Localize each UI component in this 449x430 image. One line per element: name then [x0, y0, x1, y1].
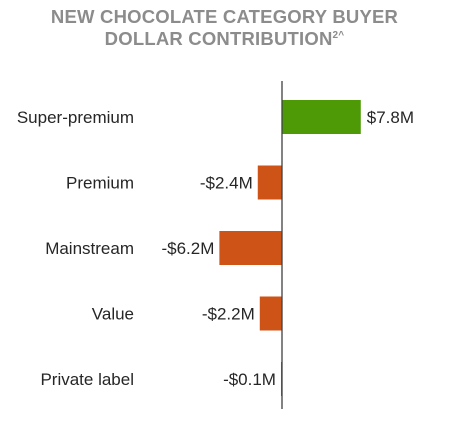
chart-title-superscript: 2^ [332, 30, 345, 41]
category-label-super-premium: Super-premium [17, 108, 134, 127]
bar-value [259, 296, 282, 331]
chart-title: NEW CHOCOLATE CATEGORY BUYER DOLLAR CONT… [0, 6, 449, 50]
data-label-mainstream: -$6.2M [161, 239, 214, 258]
category-label-premium: Premium [66, 174, 134, 193]
data-label-super-premium: $7.8M [367, 108, 414, 127]
category-label-value: Value [92, 305, 134, 324]
bar-super-premium [282, 100, 361, 134]
category-label-private-label: Private label [40, 370, 134, 389]
chart-title-line2: DOLLAR CONTRIBUTION2^ [0, 28, 449, 50]
category-label-mainstream: Mainstream [45, 239, 134, 258]
data-label-private-label: -$0.1M [223, 370, 276, 389]
chart-title-line2-text: DOLLAR CONTRIBUTION [104, 28, 333, 49]
bar-premium [257, 165, 282, 200]
data-label-premium: -$2.4M [200, 174, 253, 193]
bar-mainstream [219, 231, 282, 265]
chart-title-line1: NEW CHOCOLATE CATEGORY BUYER [50, 6, 399, 27]
data-label-value: -$2.2M [202, 305, 255, 324]
